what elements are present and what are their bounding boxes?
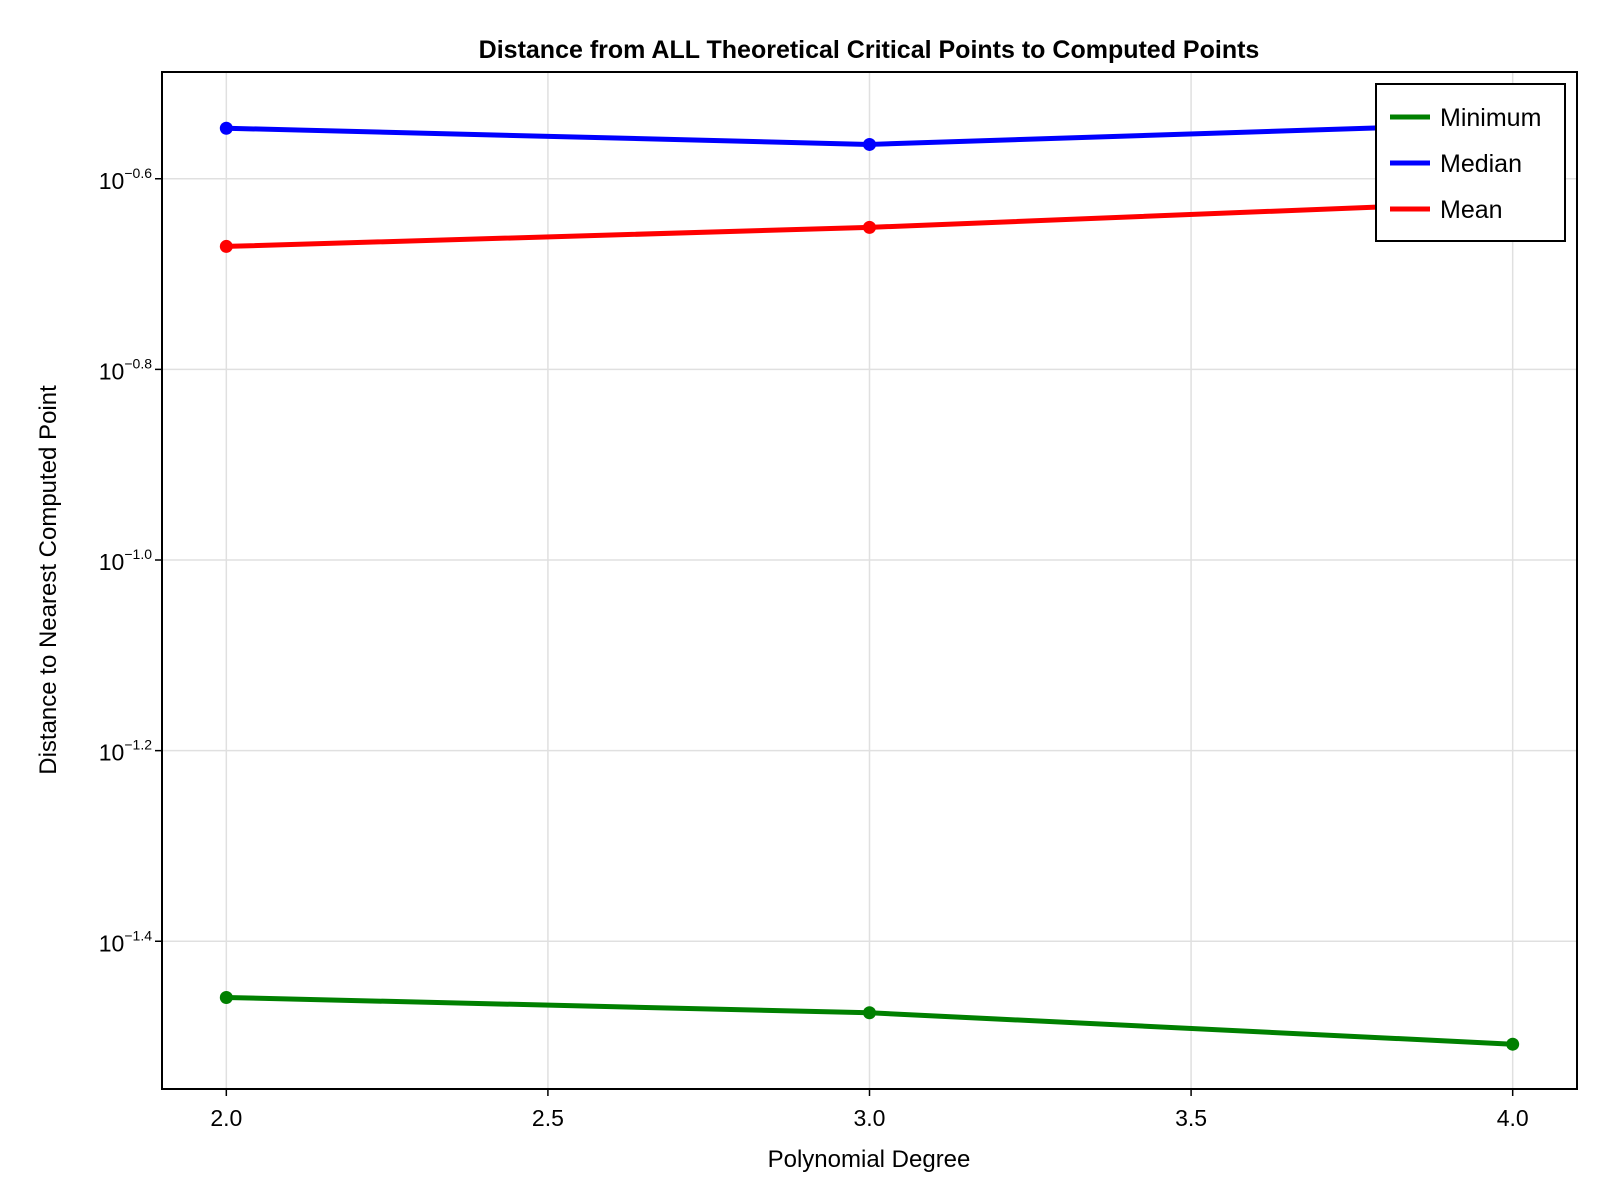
- chart-title: Distance from ALL Theoretical Critical P…: [479, 36, 1260, 64]
- y-axis-label: Distance to Nearest Computed Point: [35, 385, 62, 775]
- legend-label-minimum: Minimum: [1440, 104, 1541, 132]
- x-tick-label: 3.0: [854, 1105, 886, 1131]
- legend-label-median: Median: [1440, 150, 1522, 178]
- x-axis-label: Polynomial Degree: [768, 1146, 971, 1173]
- x-tick-label: 2.0: [210, 1105, 242, 1131]
- x-tick-label: 3.5: [1175, 1105, 1207, 1131]
- data-point-mean: [219, 239, 233, 253]
- data-point-minimum: [863, 1006, 876, 1020]
- legend: Minimum Median Mean: [1375, 83, 1566, 242]
- y-tick-label: 10−1.2: [99, 737, 152, 766]
- y-tick-label: 10−1.4: [99, 927, 152, 956]
- legend-label-mean: Mean: [1440, 196, 1503, 224]
- y-tick-label: 10−1.0: [99, 546, 152, 575]
- y-tick-label: 10−0.6: [99, 165, 152, 194]
- data-point-median: [219, 121, 233, 135]
- data-point-minimum: [219, 990, 233, 1004]
- series-group: [219, 116, 1520, 1051]
- data-point-minimum: [1506, 1037, 1520, 1051]
- x-tick-label: 4.0: [1497, 1105, 1529, 1131]
- data-point-median: [863, 137, 876, 151]
- y-tick-label: 10−0.8: [99, 355, 152, 384]
- x-axis-ticks: 2.0 2.5 3.0 3.5 4.0: [210, 1089, 1529, 1131]
- grid: [162, 72, 1577, 1089]
- y-axis-ticks: 10−0.6 10−0.8 10−1.0 10−1.2 10−1.4: [99, 165, 162, 956]
- data-point-mean: [863, 220, 876, 234]
- x-tick-label: 2.5: [532, 1105, 564, 1131]
